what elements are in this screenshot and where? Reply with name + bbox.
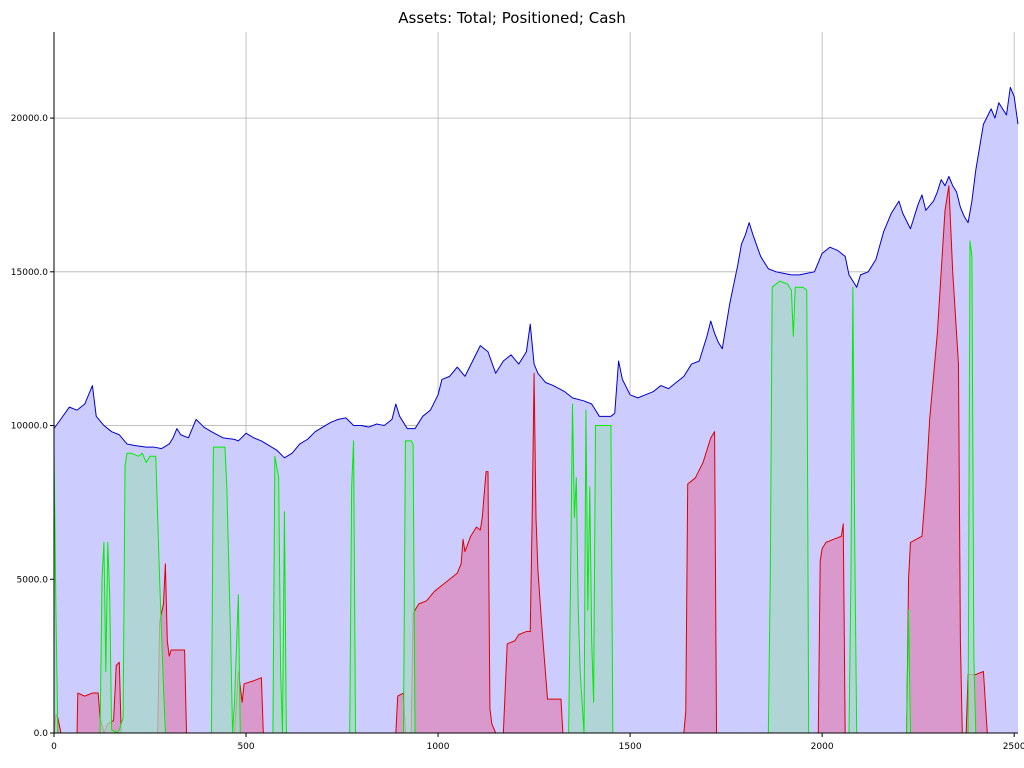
chart-title: Assets: Total; Positioned; Cash bbox=[398, 9, 625, 27]
x-tick-label: 2500 bbox=[1003, 742, 1024, 752]
cash-area bbox=[54, 241, 1018, 733]
y-tick-label: 15000.0 bbox=[11, 268, 48, 278]
axes bbox=[53, 32, 1018, 734]
series-area bbox=[53, 86, 1019, 734]
x-tick-label: 1000 bbox=[427, 742, 450, 752]
y-tick-label: 20000.0 bbox=[11, 114, 48, 124]
x-tick-label: 1500 bbox=[619, 742, 642, 752]
total-line bbox=[53, 86, 1019, 459]
x-tick-label: 500 bbox=[237, 742, 254, 752]
ticks: 0 500 1000 1500 2000 2500 0.0 5000.0 10000.0 1500… bbox=[11, 114, 1024, 752]
y-tick-label: 5000.0 bbox=[17, 575, 49, 585]
positioned-area bbox=[54, 185, 1018, 734]
x-tick-label: 2000 bbox=[811, 742, 834, 752]
y-tick-label: 0.0 bbox=[34, 729, 49, 739]
y-tick-label: 10000.0 bbox=[11, 422, 48, 432]
x-tick-label: 0 bbox=[51, 742, 57, 752]
cash-line bbox=[53, 240, 1018, 734]
